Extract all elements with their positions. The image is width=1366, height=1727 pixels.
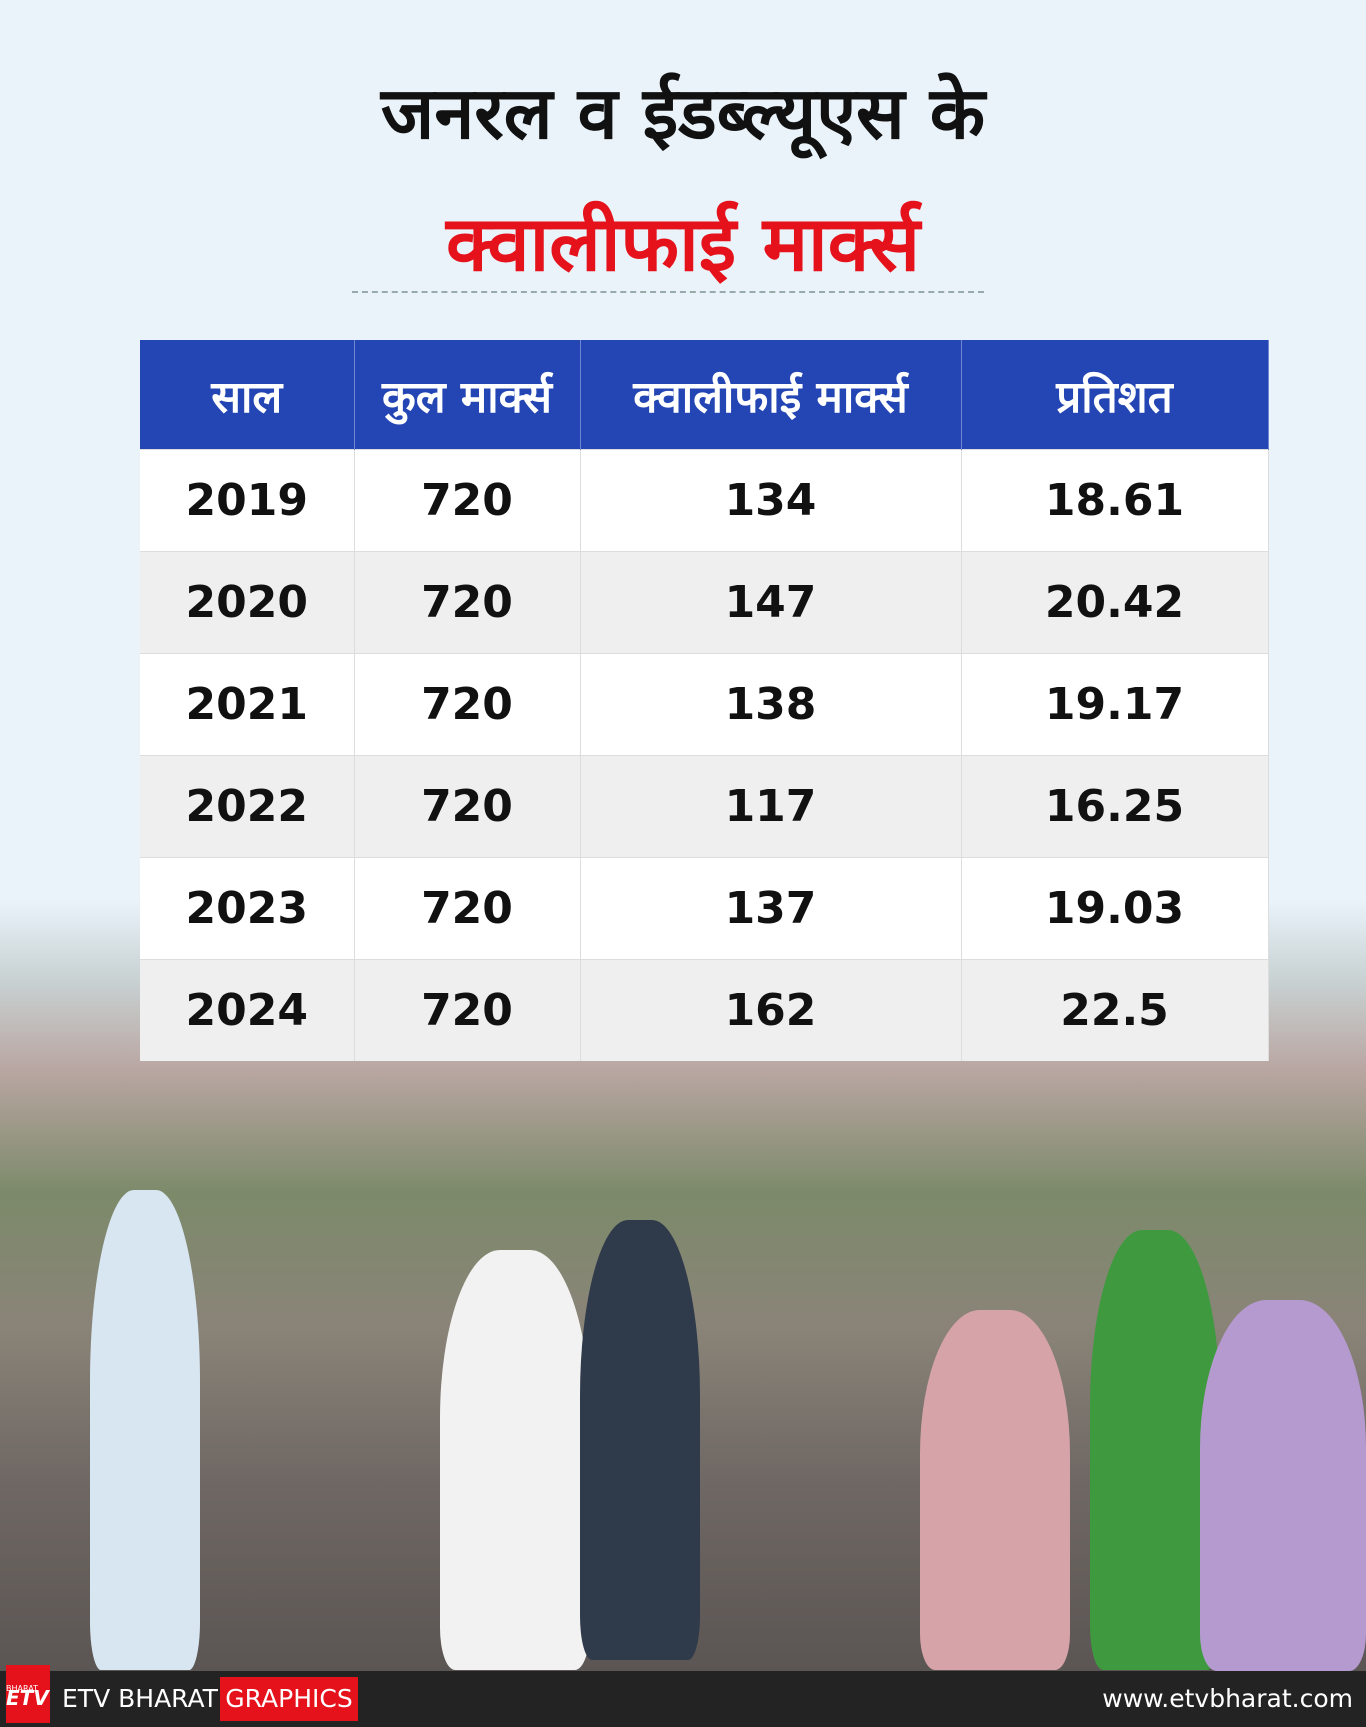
title: जनरल व ईडब्ल्यूएस के	[380, 71, 986, 155]
table-cell: 117	[580, 755, 962, 858]
table-row: 2022 720 117 16.25	[140, 755, 1269, 858]
table-cell: 2019	[140, 449, 355, 552]
brand: ETV BHARAT	[62, 1684, 218, 1713]
table-cell: 2020	[140, 551, 355, 654]
person	[920, 1310, 1070, 1670]
table-cell: 147	[580, 551, 962, 654]
table-row: 2024 720 162 22.5	[140, 959, 1269, 1061]
column-header: साल	[140, 340, 355, 450]
table-cell: 2021	[140, 653, 355, 756]
table-cell: 134	[580, 449, 962, 552]
table-cell: 20.42	[961, 551, 1269, 654]
table-cell: 19.03	[961, 857, 1269, 960]
table-cell: 2024	[140, 959, 355, 1061]
person	[1090, 1230, 1220, 1670]
table-cell: 22.5	[961, 959, 1269, 1061]
column-header: प्रतिशत	[961, 340, 1269, 450]
section: GRAPHICS	[220, 1677, 358, 1721]
person	[440, 1250, 590, 1670]
table-cell: 138	[580, 653, 962, 756]
person	[90, 1190, 200, 1670]
table-cell: 18.61	[961, 449, 1269, 552]
url: www.etvbharat.com	[1102, 1684, 1353, 1713]
table-row: 2020 720 147 20.42	[140, 551, 1269, 654]
table-cell: 2023	[140, 857, 355, 960]
table-cell: 720	[354, 857, 581, 960]
table-cell: 2022	[140, 755, 355, 858]
table-cell: 720	[354, 959, 581, 1061]
logo: ETV BHARAT	[6, 1665, 50, 1723]
column-header: क्वालीफाई मार्क्स	[580, 340, 962, 450]
logo-sub: BHARAT	[6, 1684, 38, 1693]
table-cell: 16.25	[961, 755, 1269, 858]
person	[1200, 1300, 1366, 1671]
table-row: 2023 720 137 19.03	[140, 857, 1269, 960]
divider	[352, 291, 984, 293]
logo-mark: ETV	[6, 1686, 49, 1710]
table-cell: 720	[354, 551, 581, 654]
table-row: 2021 720 138 19.17	[140, 653, 1269, 756]
table-cell: 19.17	[961, 653, 1269, 756]
table-cell: 720	[354, 755, 581, 858]
column-header: कुल मार्क्स	[354, 340, 581, 450]
table-row: 2019 720 134 18.61	[140, 449, 1269, 552]
header-row: साल कुल मार्क्स क्वालीफाई मार्क्स प्रतिशत	[140, 340, 1269, 450]
table-cell: 162	[580, 959, 962, 1061]
table-cell: 720	[354, 449, 581, 552]
table-cell: 720	[354, 653, 581, 756]
footer: ETV BHARAT ETV BHARAT GRAPHICS www.etvbh…	[0, 1665, 1366, 1727]
table-cell: 137	[580, 857, 962, 960]
person	[580, 1220, 700, 1660]
subtitle: क्वालीफाई मार्क्स	[445, 199, 921, 288]
marks-table: साल कुल मार्क्स क्वालीफाई मार्क्स प्रतिशत 2…	[140, 340, 1269, 1061]
